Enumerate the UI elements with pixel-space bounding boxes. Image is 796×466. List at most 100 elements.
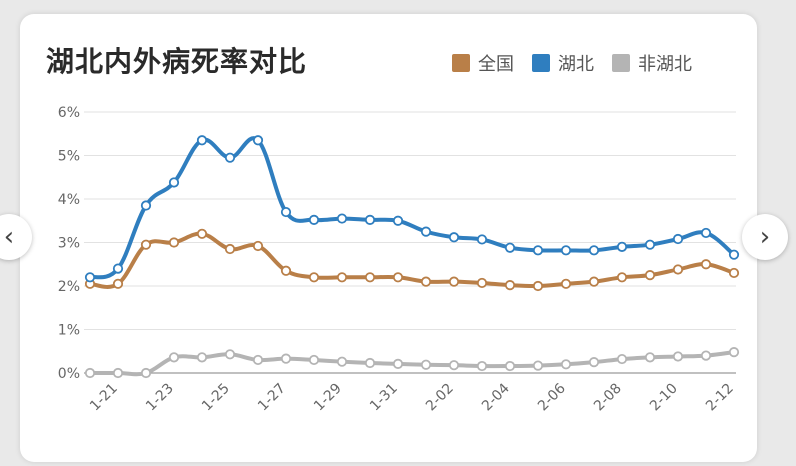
data-point [196, 352, 208, 363]
data-point [560, 245, 572, 256]
data-point [252, 240, 264, 252]
data-point [672, 233, 684, 245]
x-tick-label: 2-10 [647, 381, 681, 415]
data-point [196, 228, 208, 239]
chart-legend: 全国 湖北 非湖北 [452, 50, 710, 76]
data-point [336, 213, 348, 224]
data-point [392, 272, 404, 283]
data-point [112, 263, 124, 274]
data-point [140, 239, 152, 250]
data-point [448, 360, 460, 371]
y-tick-label: 4% [58, 192, 80, 208]
x-tick-label: 2-02 [423, 381, 457, 415]
line-chart: 0% 1% 2% 3% 4% 5% 6% 1-21 1-23 1-25 1-27 1-29 1-31 2-… [58, 105, 740, 415]
data-point [168, 177, 180, 188]
data-point [420, 359, 432, 370]
data-point [700, 259, 712, 270]
chart-title: 湖北内外病死率对比 [46, 45, 308, 78]
data-point [308, 272, 320, 283]
data-point [448, 232, 460, 243]
data-point [532, 360, 544, 371]
x-tick-label: 1-21 [87, 381, 121, 415]
y-tick-label: 3% [58, 236, 80, 252]
data-point [728, 249, 740, 260]
data-point [364, 357, 376, 369]
data-point [140, 367, 152, 379]
data-point [532, 245, 544, 256]
chevron-right-icon: › [759, 222, 771, 252]
data-point [588, 245, 600, 256]
data-point [532, 280, 544, 292]
legend-label-national: 全国 [478, 54, 514, 75]
data-point [112, 367, 124, 379]
next-chart-button[interactable]: › [742, 214, 788, 260]
data-point [728, 347, 740, 358]
y-tick-label: 6% [58, 105, 80, 121]
data-point [448, 276, 460, 287]
data-point [700, 350, 712, 361]
data-point [168, 237, 180, 248]
data-point [728, 267, 740, 279]
chart-card: 湖北内外病死率对比 全国 湖北 非湖北 0% 1% 2% 3% 4% 5% 6% 1-21 1-… [20, 14, 757, 462]
data-point [644, 352, 656, 363]
data-point [504, 242, 516, 253]
data-point [84, 272, 96, 283]
data-point [420, 276, 432, 287]
series-line [88, 350, 736, 377]
data-point [616, 353, 628, 365]
data-point [476, 234, 488, 245]
data-point [308, 354, 320, 366]
data-point [336, 272, 348, 283]
legend-swatch-hubei [532, 54, 550, 72]
data-point [224, 152, 236, 163]
data-point [476, 277, 488, 289]
x-tick-label: 1-25 [199, 381, 233, 415]
data-point [588, 357, 600, 368]
data-point [140, 200, 152, 211]
data-point [364, 272, 376, 283]
data-point [224, 349, 236, 360]
data-point [504, 280, 516, 291]
x-tick-label: 2-06 [535, 380, 569, 414]
data-point [280, 206, 292, 218]
data-point [616, 241, 628, 252]
data-point [672, 264, 684, 275]
data-point [616, 272, 628, 283]
y-tick-label: 1% [58, 323, 80, 339]
x-tick-label: 1-29 [311, 381, 345, 415]
y-tick-label: 5% [58, 149, 80, 165]
legend-swatch-non-hubei [612, 54, 630, 72]
prev-chart-button[interactable]: ‹ [0, 214, 32, 260]
legend-item-national[interactable]: 全国 [452, 50, 514, 76]
y-tick-label: 2% [58, 279, 80, 295]
series-line [88, 231, 736, 289]
data-point [364, 214, 376, 225]
legend-label-hubei: 湖北 [558, 54, 594, 75]
data-point [560, 278, 572, 289]
data-point [700, 227, 712, 239]
legend-item-hubei[interactable]: 湖北 [532, 50, 594, 76]
legend-item-non-hubei[interactable]: 非湖北 [612, 50, 692, 76]
data-point [280, 353, 292, 364]
data-point [308, 214, 320, 225]
data-point [560, 359, 572, 370]
data-point [672, 351, 684, 362]
x-tick-label: 2-04 [479, 380, 513, 414]
data-point [336, 356, 348, 367]
data-point [252, 135, 264, 146]
data-point [476, 360, 488, 372]
legend-label-non-hubei: 非湖北 [638, 54, 692, 75]
x-tick-label: 1-27 [255, 381, 289, 415]
data-point [168, 352, 180, 363]
data-point [252, 354, 264, 366]
data-point [392, 358, 404, 369]
x-tick-label: 1-31 [367, 381, 401, 415]
data-point [504, 360, 516, 372]
y-tick-label: 0% [58, 366, 80, 382]
chevron-left-icon: ‹ [3, 222, 15, 252]
x-tick-label: 1-23 [143, 381, 177, 415]
x-tick-label: 2-12 [703, 381, 737, 415]
data-point [392, 215, 404, 226]
data-point [84, 367, 96, 379]
data-point [112, 278, 124, 289]
